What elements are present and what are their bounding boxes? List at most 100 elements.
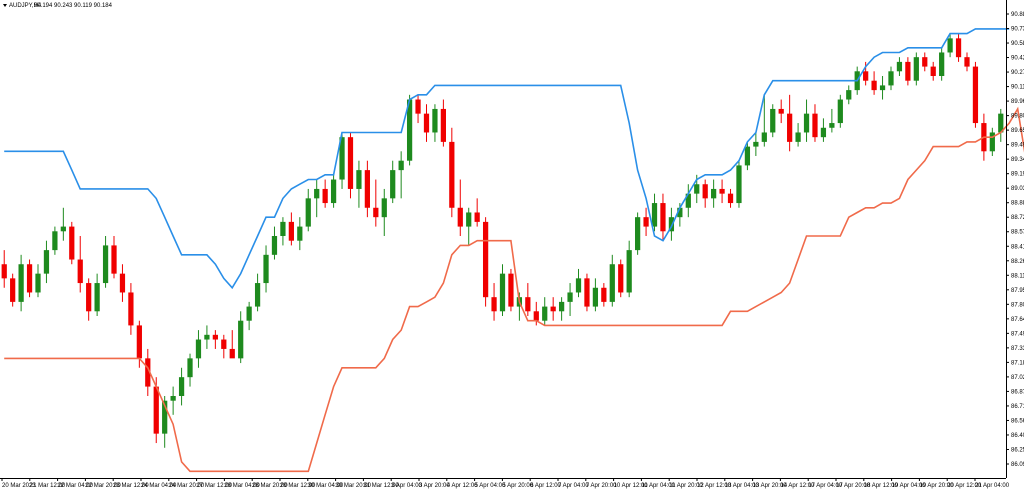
price-label: 88.110 [1011, 273, 1024, 279]
candle-bear [119, 273, 126, 293]
candle-bear [145, 358, 151, 387]
candle-bull [195, 339, 202, 359]
candle-bull [947, 38, 953, 53]
candle-bear [812, 113, 818, 138]
candle-bear [905, 61, 911, 81]
price-label: 90.270 [1011, 70, 1024, 76]
time-label: 24 Mar 20:00 [169, 483, 205, 489]
price-label: 88.725 [1011, 215, 1024, 221]
candle-bull [736, 165, 742, 204]
time-label: 11 Apr 20:00 [669, 483, 703, 489]
candle-bull [592, 287, 599, 307]
candle-bull [52, 231, 58, 251]
candle-bear [136, 325, 142, 359]
ohlc-caption: 90.194 90.243 90.119 90.184 [34, 3, 113, 9]
price-label: 90.885 [1011, 12, 1024, 18]
time-label: 10 Apr 12:00 [614, 483, 649, 489]
candle-bull [356, 170, 362, 189]
time-label: 21 Apr 04:00 [975, 483, 1010, 489]
time-label: 4 Apr 12:00 [447, 483, 478, 489]
candle-bear [702, 184, 708, 199]
candle-bull [381, 198, 387, 218]
price-label: 90.580 [1011, 41, 1024, 47]
candle-bull [466, 212, 472, 227]
price-label: 87.644 [1011, 317, 1024, 323]
candle-bull [170, 396, 176, 401]
candle-bull [753, 141, 759, 147]
candle-bear [930, 66, 936, 76]
expand-triangle-icon[interactable] [3, 4, 7, 7]
time-label: 14 Apr 12:00 [780, 483, 815, 489]
candle-bull [677, 207, 683, 218]
candle-bull [626, 250, 632, 293]
candle-bull [711, 188, 717, 199]
candle-bear [474, 212, 480, 222]
candle-bear [229, 348, 235, 359]
candle-bear [787, 113, 793, 142]
candle-bull [803, 113, 810, 133]
candles-layer [1, 33, 1004, 448]
time-label: 28 Mar 04:00 [224, 483, 260, 489]
time-label: 24 Mar 04:00 [141, 483, 177, 489]
candle-bear [508, 273, 514, 307]
candle-bear [643, 217, 649, 227]
time-label: 22 Mar 20:00 [85, 483, 121, 489]
candle-bull [795, 132, 801, 142]
candle-bear [221, 339, 227, 349]
candle-bear [1, 264, 7, 279]
candle-bull [820, 127, 827, 138]
candle-bull [989, 132, 995, 152]
candle-bear [128, 292, 134, 326]
candle-bull [567, 292, 573, 302]
candle-bear [86, 283, 92, 312]
price-axis: 90.885 90.730 90.580 90.425 90.270 90.115 89.9… [1006, 12, 1024, 468]
candle-bull [685, 193, 691, 208]
candle-bull [558, 301, 565, 312]
price-label: 90.730 [1011, 27, 1024, 33]
candle-bull [651, 203, 658, 227]
candle-bear [601, 287, 607, 302]
candle-bull [330, 179, 337, 204]
price-label: 87.025 [1011, 375, 1024, 381]
candle-bear [660, 203, 666, 232]
time-label: 28 Mar 20:00 [252, 483, 288, 489]
candle-bear [347, 137, 354, 189]
candle-bear [550, 306, 556, 312]
price-label: 89.035 [1011, 186, 1024, 192]
candle-bear [322, 188, 328, 204]
candle-bull [246, 306, 252, 321]
candle-bull [18, 264, 24, 302]
candle-bear [153, 386, 159, 434]
candle-bull [339, 137, 345, 180]
candle-bull [744, 146, 751, 166]
candle-bull [398, 160, 404, 171]
time-label: 22 Mar 04:00 [58, 483, 94, 489]
time-label: 19 Apr 20:00 [919, 483, 954, 489]
candle-bull [939, 52, 945, 76]
price-label: 89.190 [1011, 172, 1024, 178]
candle-bull [254, 283, 261, 307]
candle-bull [305, 198, 311, 227]
candle-bear [618, 264, 624, 293]
price-label: 86.250 [1011, 447, 1024, 453]
time-label: 13 Apr 20:00 [753, 483, 788, 489]
price-label: 87.335 [1011, 346, 1024, 352]
candle-bull [913, 57, 919, 81]
price-label: 86.560 [1011, 418, 1024, 424]
time-label: 7 Apr 20:00 [586, 483, 617, 489]
candle-bear [863, 71, 869, 81]
candle-bull [178, 377, 185, 396]
price-label: 87.800 [1011, 302, 1024, 308]
candle-bear [423, 113, 430, 133]
upper-channel-layer [4, 28, 1010, 290]
lower-channel-layer [4, 106, 1024, 473]
candle-bull [102, 245, 109, 284]
candle-bull [770, 108, 776, 133]
time-label: 30 Mar 20:00 [336, 483, 372, 489]
price-label: 86.095 [1011, 462, 1024, 468]
time-label: 13 Apr 04:00 [725, 483, 760, 489]
time-label: 23 Mar 12:00 [113, 483, 149, 489]
